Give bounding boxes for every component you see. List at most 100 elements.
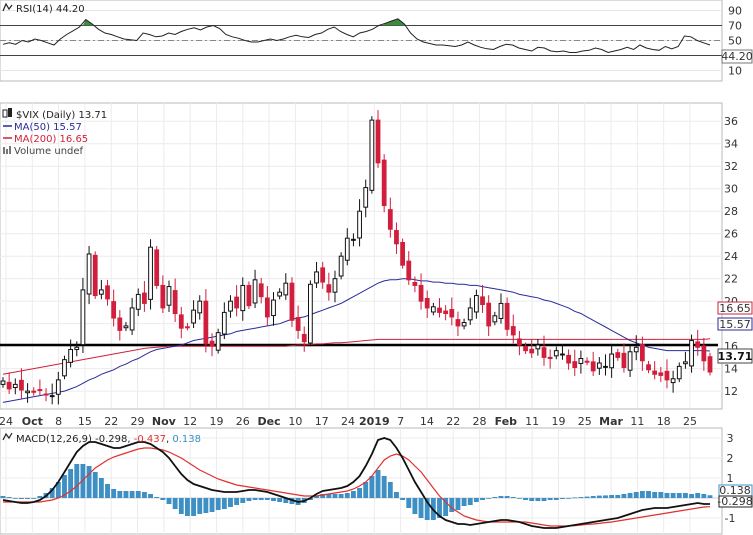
candle-body xyxy=(437,307,442,313)
candle-body xyxy=(19,379,24,391)
macd-histogram-bar xyxy=(492,497,498,498)
candle-body xyxy=(584,360,590,363)
macd-histogram-bar xyxy=(418,498,424,518)
candle-body xyxy=(332,278,338,293)
x-tick-label: 8 xyxy=(55,415,62,428)
candle-body xyxy=(160,284,166,309)
macd-signal-line xyxy=(3,447,711,527)
x-tick-label: 19 xyxy=(209,415,223,428)
x-tick-label: 15 xyxy=(78,415,92,428)
candle-body xyxy=(98,289,104,295)
candle-body xyxy=(49,395,55,398)
ma200-value-box xyxy=(717,301,753,315)
macd-histogram-bar xyxy=(154,497,160,498)
macd-histogram-bar xyxy=(486,498,492,499)
candle-body xyxy=(172,290,178,315)
macd-histogram-bar xyxy=(240,498,246,503)
macd-histogram-bar xyxy=(590,496,596,498)
candle-body xyxy=(627,351,633,371)
macd-histogram-bar xyxy=(455,498,461,510)
macd-histogram-bar xyxy=(412,498,418,514)
macd-grid xyxy=(0,428,722,534)
ma50-legend-label: MA(50) 15.57 xyxy=(14,122,82,133)
candle-body xyxy=(246,284,252,307)
macd-histogram-bar xyxy=(129,491,135,498)
macd-histogram-bar xyxy=(627,493,633,498)
ma200-legend-label: MA(200) 16.65 xyxy=(14,134,88,145)
candle-body xyxy=(676,365,682,380)
macd-histogram-bar xyxy=(123,491,129,498)
x-tick-label: 25 xyxy=(683,415,697,428)
macd-histogram-bar xyxy=(80,464,86,498)
macd-histogram-bar xyxy=(621,494,627,498)
price-labels: 16.65 15.57 13.71 xyxy=(717,301,753,364)
candle-body xyxy=(541,347,547,358)
macd-histogram-bar xyxy=(283,498,289,503)
macd-histogram-bar xyxy=(523,498,529,500)
candle-body xyxy=(689,340,694,367)
x-tick-label: 11 xyxy=(630,415,644,428)
candle-legend-icon xyxy=(2,109,8,118)
candle-body xyxy=(387,209,393,230)
candle-body xyxy=(664,370,670,381)
macd-histogram-bar xyxy=(584,496,590,498)
macd-histogram-bar xyxy=(62,475,67,498)
rsi-y-tick-label: 50 xyxy=(728,35,742,48)
rsi-reference-lines xyxy=(0,25,722,56)
candle-body xyxy=(283,282,289,296)
candle-body xyxy=(363,187,369,208)
macd-line xyxy=(2,437,710,529)
candle-body xyxy=(0,380,6,385)
candle-body xyxy=(320,267,326,283)
candle-body xyxy=(443,310,449,315)
rsi-panel: 9070503010 44.20 RSI(14) 44.20 xyxy=(0,0,753,82)
macd-histogram-bar xyxy=(535,498,541,501)
rsi-y-ticks: 9070503010 xyxy=(728,5,742,78)
candle-body xyxy=(652,370,658,375)
macd-panel: 3 2 1 -1 0.138 -0.298 MACD(12,26,9) -0.298,… xyxy=(0,427,753,535)
candle-body xyxy=(572,361,578,369)
macd-histogram-bar xyxy=(566,498,572,499)
x-tick-label: 22 xyxy=(104,415,118,428)
candle-body xyxy=(154,249,160,286)
macd-y-tick-label: 2 xyxy=(727,452,734,465)
price-y-tick-label: 24 xyxy=(724,250,738,263)
macd-histogram-bar xyxy=(228,498,233,507)
candle-body xyxy=(37,389,43,392)
macd-histogram-bar xyxy=(289,498,295,504)
macd-histogram-bar xyxy=(111,489,117,498)
candles xyxy=(0,110,713,405)
macd-histogram-bar xyxy=(258,498,264,500)
x-tick-label: Mar xyxy=(599,415,623,428)
candle-body xyxy=(695,341,701,348)
macd-value-box xyxy=(718,495,753,508)
candle-body xyxy=(191,309,196,324)
macd-histogram-bar xyxy=(676,493,682,498)
macd-histogram-bar xyxy=(603,495,608,498)
candle-body xyxy=(62,359,67,377)
price-y-tick-label: 14 xyxy=(724,363,738,376)
candle-body xyxy=(314,271,319,284)
macd-histogram-bar xyxy=(49,488,55,498)
last-price-label: 13.71 xyxy=(718,350,753,363)
macd-histogram-bar xyxy=(504,496,510,498)
macd-histogram-bar xyxy=(578,497,584,498)
candle-body xyxy=(590,361,596,372)
macd-histogram-bar xyxy=(357,488,363,498)
x-tick-label: Feb xyxy=(495,415,518,428)
candle-body xyxy=(228,300,233,312)
macd-histogram-bar xyxy=(547,498,553,500)
candle-body xyxy=(351,238,356,241)
candle-body xyxy=(418,284,424,302)
candle-body xyxy=(486,302,492,327)
macd-histogram-bar xyxy=(252,498,258,500)
x-tick-label: Dec xyxy=(258,415,281,428)
rsi-overbought-fill xyxy=(382,18,408,26)
candle-body xyxy=(535,344,541,350)
ma50-value-box xyxy=(717,317,753,331)
candle-body xyxy=(338,255,344,277)
macd-histogram-bar xyxy=(375,470,381,498)
macd-histogram-bar xyxy=(541,498,547,501)
price-y-tick-label: 28 xyxy=(724,205,738,218)
candle-body xyxy=(203,300,209,345)
